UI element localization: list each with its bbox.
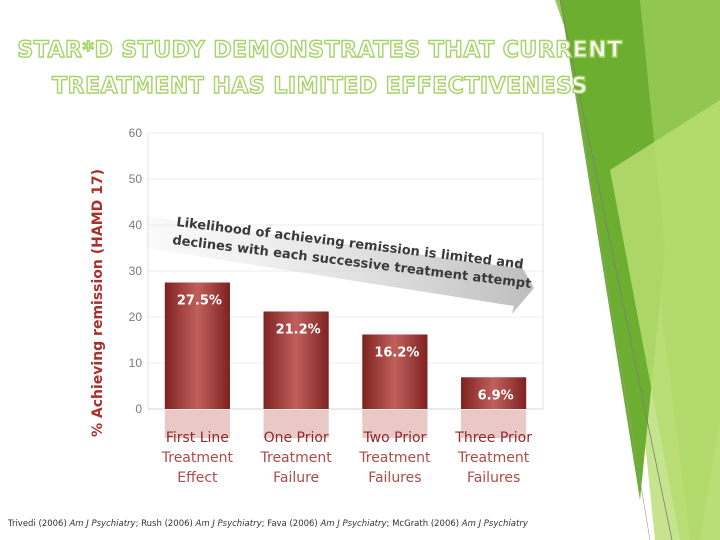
bar [164, 282, 230, 409]
y-tick-label: 10 [129, 356, 143, 370]
y-axis: 0 10 20 30 40 50 60 [129, 126, 143, 416]
citation-part: Am J Psychiatry [461, 519, 528, 529]
category-label: One Prior [264, 430, 329, 446]
citation-part: Am J Psychiatry [320, 519, 387, 529]
bar-reflection [362, 410, 428, 438]
y-tick-label: 40 [129, 218, 143, 232]
category-label: First Line [166, 430, 229, 446]
bar-value-label: 21.2% [276, 322, 321, 337]
citation-part: Trivedi (2006) [8, 519, 70, 529]
bar-series: 27.5% 21.2% 16.2% 6.9% [164, 282, 527, 438]
citation-part: ; Fava (2006) [261, 519, 321, 529]
category-labels: First Line Treatment Effect One Prior Treatm… [161, 430, 532, 486]
trend-arrow [146, 216, 534, 314]
bar-reflection [461, 410, 527, 438]
decorative-line-2 [574, 89, 651, 540]
green-shape-light [610, 100, 720, 540]
category-label: Failures [368, 470, 421, 486]
y-tick-label: 60 [129, 126, 143, 140]
bar [461, 377, 527, 409]
y-axis-label: % Achieving remission (HAMD 17) [90, 169, 106, 437]
bar [362, 334, 428, 409]
decorative-line [559, 0, 673, 540]
bar [263, 311, 329, 409]
y-tick-label: 30 [129, 264, 143, 278]
slide-title-line-2: TREATMENT HAS LIMITED EFFECTIVENESS [51, 73, 588, 99]
slide-title-line-1: STAR*D STUDY DEMONSTRATES THAT CURRENT [17, 37, 623, 63]
category-label: Treatment [358, 450, 431, 466]
category-label: Effect [177, 470, 218, 486]
citation: Trivedi (2006) Am J Psychiatry; Rush (20… [8, 519, 528, 529]
bar-reflection [164, 410, 230, 438]
y-tick-label: 0 [135, 402, 142, 416]
bar-value-label: 16.2% [374, 345, 419, 360]
category-label: Failures [467, 470, 520, 486]
category-label: Two Prior [362, 430, 426, 446]
category-label: Treatment [457, 450, 530, 466]
y-tick-label: 20 [129, 310, 143, 324]
citation-part: ; McGrath (2006) [386, 519, 462, 529]
bar-reflection [263, 410, 329, 438]
citation-part: Am J Psychiatry [195, 519, 262, 529]
citation-part: Am J Psychiatry [69, 519, 136, 529]
bar-value-label: 27.5% [177, 294, 222, 309]
category-label: Treatment [260, 450, 333, 466]
category-label: Three Prior [454, 430, 532, 446]
category-label: Failure [273, 470, 319, 486]
category-label: Treatment [161, 450, 234, 466]
citation-part: ; Rush (2006) [135, 519, 196, 529]
y-tick-label: 50 [129, 172, 143, 186]
bar-value-label: 6.9% [478, 388, 514, 403]
